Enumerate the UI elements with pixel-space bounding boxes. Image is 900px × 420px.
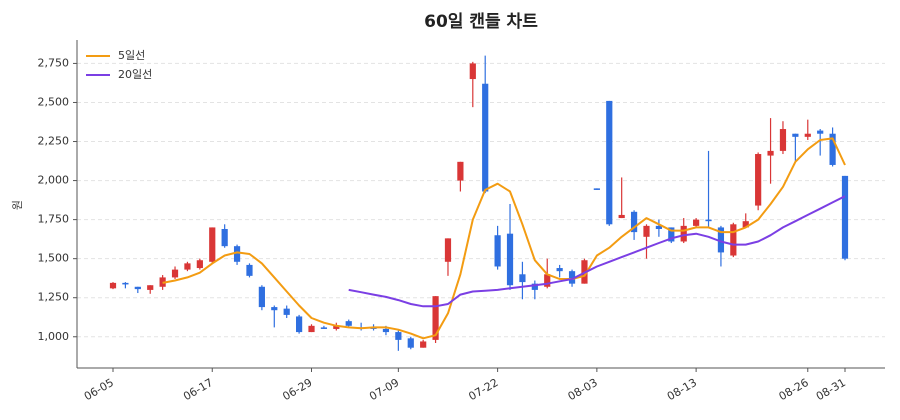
x-tick-label: 08-31 [814, 376, 848, 403]
candle-body [568, 271, 576, 284]
candle-body [643, 225, 650, 237]
candle-body [184, 263, 191, 270]
candle-body [829, 133, 836, 165]
candle-body [779, 129, 787, 151]
x-tick-label: 07-22 [466, 376, 500, 403]
candle-body [630, 211, 638, 233]
candle-body [296, 316, 303, 333]
candle-body [655, 225, 662, 229]
candle-body [767, 150, 774, 156]
candle-body [196, 260, 203, 269]
candle-body [494, 235, 501, 267]
candle-body [134, 286, 141, 290]
candle-body [841, 175, 849, 259]
candle-body [283, 308, 290, 315]
candle-body [817, 130, 824, 134]
y-tick-label: 2,500 [38, 95, 70, 108]
candle-body [407, 338, 414, 348]
x-tick-label: 07-09 [367, 376, 401, 403]
candle-body [457, 161, 464, 181]
candle-body [693, 219, 700, 226]
candle-body [544, 274, 551, 287]
y-tick-label: 1,500 [38, 252, 70, 265]
candle-body [420, 341, 427, 348]
y-tick-label: 2,000 [38, 174, 70, 187]
candle-body [209, 227, 216, 262]
y-tick-label: 1,000 [38, 330, 70, 343]
y-tick-label: 2,750 [38, 56, 70, 69]
candle-body [705, 219, 712, 222]
candle-body [506, 233, 514, 286]
candle-body [730, 224, 737, 256]
candle-body [308, 325, 315, 333]
candle-body [122, 282, 129, 285]
candle-body [320, 327, 328, 329]
x-tick-label: 06-05 [82, 376, 116, 403]
candle-body [717, 227, 725, 253]
candle-body [519, 274, 526, 283]
ma-line [162, 137, 846, 340]
x-tick-label: 08-03 [566, 376, 600, 403]
candle-body [531, 283, 538, 290]
x-tick-label: 06-29 [280, 376, 314, 403]
candle-body [804, 133, 811, 137]
candle-body [482, 83, 489, 192]
x-tick-label: 08-13 [665, 376, 699, 403]
legend-label: 5일선 [118, 48, 145, 62]
candle-body [668, 227, 675, 242]
candle-body [618, 214, 625, 219]
candle-body [221, 228, 228, 247]
candle-body [333, 325, 340, 329]
candle-body [171, 269, 179, 278]
candle-body [345, 321, 352, 326]
y-tick-label: 2,250 [38, 135, 70, 148]
chart-title: 60일 캔들 차트 [424, 12, 538, 32]
y-axis-label: 원 [11, 200, 24, 210]
candle-body [792, 133, 799, 137]
candle-body [382, 328, 390, 333]
candle-body [432, 296, 439, 340]
x-tick-label: 06-17 [181, 376, 215, 403]
candle-body [593, 188, 600, 190]
candle-body [271, 307, 278, 311]
candle-body [233, 246, 241, 262]
candle-body [395, 332, 402, 340]
candle-body [444, 238, 452, 262]
candle-body [606, 100, 613, 225]
candle-body [147, 285, 154, 290]
candle-body [755, 154, 762, 206]
candle-body [469, 63, 476, 80]
candle-body [556, 268, 563, 272]
x-tick-label: 08-26 [777, 376, 811, 403]
y-tick-label: 1,750 [38, 213, 70, 226]
candle-body [742, 221, 749, 228]
candle-body [109, 282, 117, 289]
legend-label: 20일선 [118, 67, 152, 81]
candle-body [680, 225, 687, 242]
ma-line [348, 195, 846, 308]
candle-body [246, 264, 253, 276]
y-tick-label: 1,250 [38, 291, 70, 304]
candle-body [258, 286, 265, 308]
